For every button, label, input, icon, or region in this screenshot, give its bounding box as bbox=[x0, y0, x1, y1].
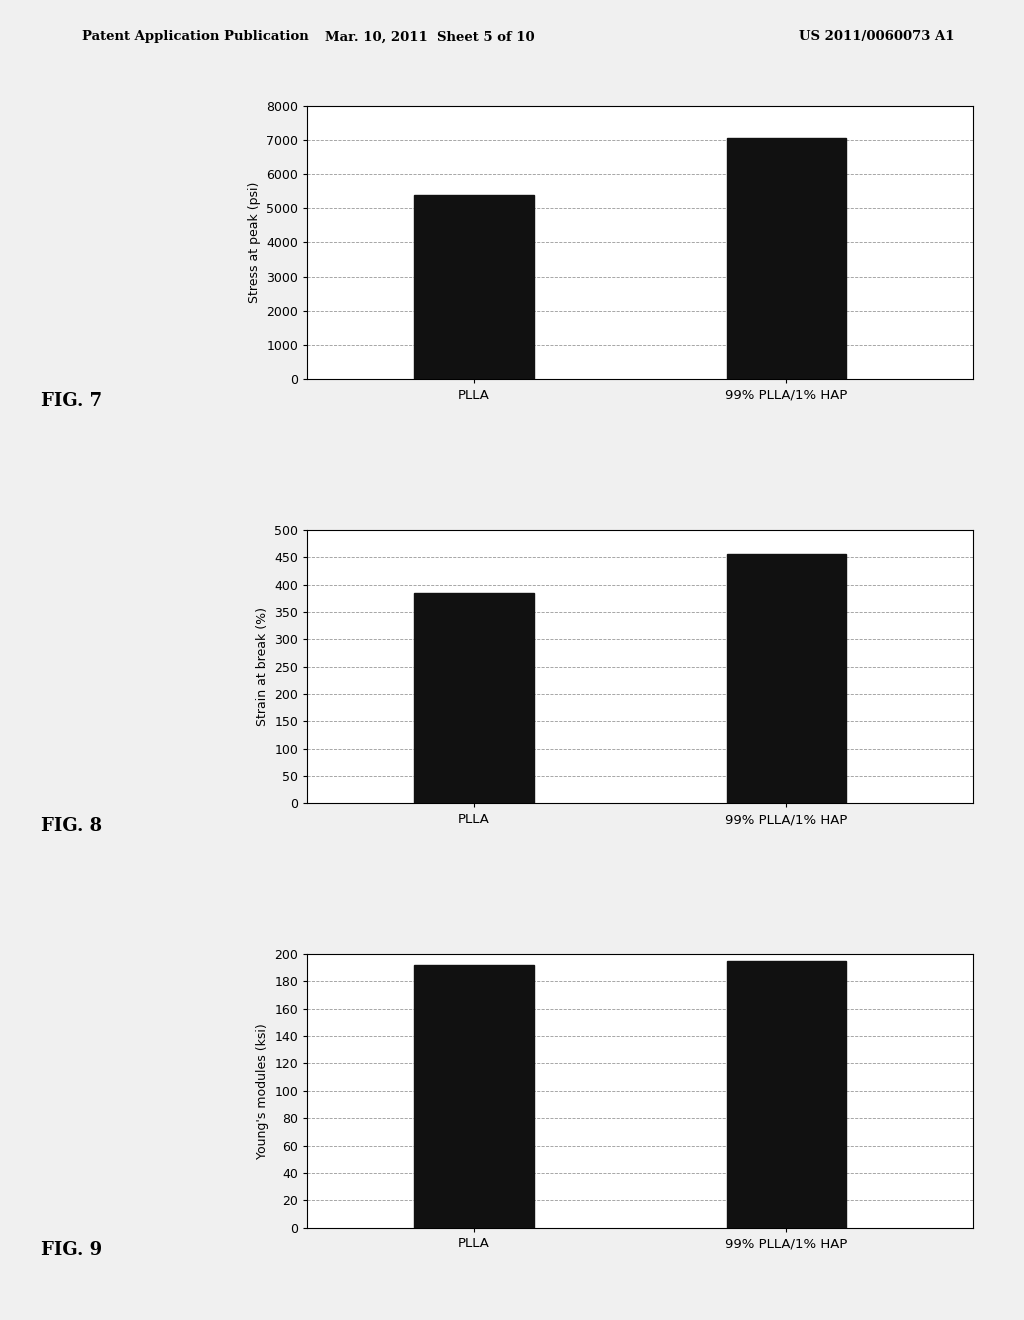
Text: Patent Application Publication: Patent Application Publication bbox=[82, 30, 308, 44]
Bar bbox=[726, 139, 846, 379]
Bar bbox=[414, 194, 534, 379]
Bar bbox=[414, 593, 534, 804]
Text: Mar. 10, 2011  Sheet 5 of 10: Mar. 10, 2011 Sheet 5 of 10 bbox=[326, 30, 535, 44]
Text: FIG. 9: FIG. 9 bbox=[41, 1241, 102, 1259]
Text: FIG. 7: FIG. 7 bbox=[41, 392, 102, 411]
Bar bbox=[726, 961, 846, 1228]
Bar bbox=[414, 965, 534, 1228]
Y-axis label: Strain at break (%): Strain at break (%) bbox=[256, 607, 268, 726]
Y-axis label: Stress at peak (psi): Stress at peak (psi) bbox=[248, 182, 261, 304]
Bar bbox=[726, 554, 846, 804]
Text: US 2011/0060073 A1: US 2011/0060073 A1 bbox=[799, 30, 954, 44]
Text: FIG. 8: FIG. 8 bbox=[41, 817, 102, 834]
Y-axis label: Young's modules (ksi): Young's modules (ksi) bbox=[256, 1023, 268, 1159]
